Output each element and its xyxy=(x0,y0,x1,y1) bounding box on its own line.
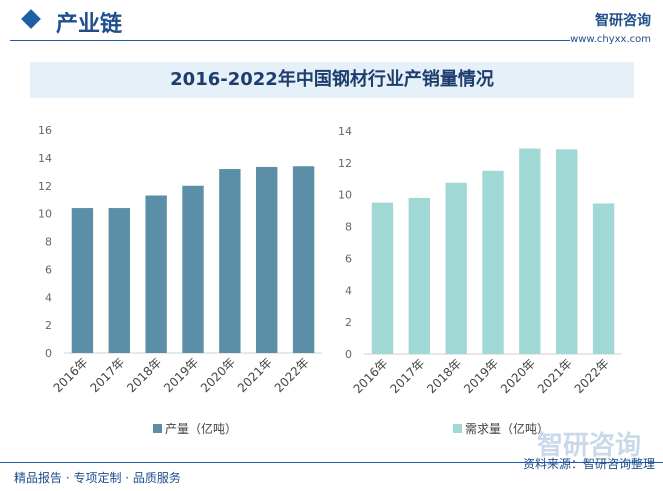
bar xyxy=(219,169,241,353)
bar xyxy=(556,149,578,354)
y-tick-label: 4 xyxy=(345,284,352,297)
y-tick-label: 0 xyxy=(345,348,352,361)
legend-swatch xyxy=(453,424,462,433)
x-tick-label: 2022年 xyxy=(272,355,312,395)
bar xyxy=(408,197,430,354)
bar xyxy=(182,185,204,353)
y-tick-label: 6 xyxy=(345,252,352,265)
x-tick-label: 2019年 xyxy=(161,355,201,395)
x-tick-label: 2016年 xyxy=(351,356,391,396)
y-tick-label: 2 xyxy=(345,316,352,329)
y-tick-label: 10 xyxy=(338,189,352,202)
legend-swatch xyxy=(153,424,162,433)
y-tick-label: 14 xyxy=(338,125,352,138)
header: 产业链 智研咨询 www.chyxx.com xyxy=(0,0,663,46)
section-title: 产业链 xyxy=(56,12,123,37)
y-tick-label: 12 xyxy=(38,180,52,193)
x-tick-label: 2017年 xyxy=(87,355,127,395)
site-url: www.chyxx.com xyxy=(570,34,651,45)
y-tick-label: 4 xyxy=(45,291,52,304)
y-tick-label: 10 xyxy=(38,208,52,221)
y-tick-label: 8 xyxy=(345,221,352,234)
y-tick-label: 2 xyxy=(45,319,52,332)
bar xyxy=(592,203,615,354)
y-tick-label: 16 xyxy=(38,124,52,137)
x-tick-label: 2016年 xyxy=(51,355,91,395)
x-tick-label: 2021年 xyxy=(235,355,275,395)
watermark: 智研咨询 xyxy=(536,431,641,461)
bar xyxy=(292,166,315,353)
bar xyxy=(256,166,278,353)
y-tick-label: 12 xyxy=(338,157,352,170)
bar xyxy=(145,195,167,353)
bar xyxy=(71,208,94,353)
x-tick-label: 2018年 xyxy=(124,355,164,395)
footer: 精品报告 · 专项定制 · 品质服务 资料来源：智研咨询整理 xyxy=(0,457,663,491)
chart-title: 2016-2022年中国钢材行业产销量情况 xyxy=(30,62,634,98)
logo: 智研咨询 xyxy=(595,13,651,29)
bar xyxy=(519,148,541,354)
source-note: 资料来源：智研咨询整理 xyxy=(522,457,655,471)
x-tick-label: 2022年 xyxy=(572,356,612,396)
header-divider xyxy=(10,40,570,41)
y-tick-label: 0 xyxy=(45,347,52,360)
legend-label: 需求量（亿吨） xyxy=(465,421,549,436)
x-tick-label: 2020年 xyxy=(198,355,238,395)
legend-label: 产量（亿吨） xyxy=(165,421,237,436)
bar xyxy=(482,170,504,354)
footer-slogan: 精品报告 · 专项定制 · 品质服务 xyxy=(14,471,181,485)
bar xyxy=(108,208,130,353)
x-tick-label: 2018年 xyxy=(424,356,464,396)
bar xyxy=(371,202,394,354)
x-tick-label: 2017年 xyxy=(387,356,427,396)
y-tick-label: 14 xyxy=(38,152,52,165)
y-tick-label: 6 xyxy=(45,263,52,276)
x-tick-label: 2019年 xyxy=(461,356,501,396)
bar xyxy=(445,182,467,354)
x-tick-label: 2020年 xyxy=(498,356,538,396)
y-tick-label: 8 xyxy=(45,236,52,249)
x-tick-label: 2021年 xyxy=(535,356,575,396)
